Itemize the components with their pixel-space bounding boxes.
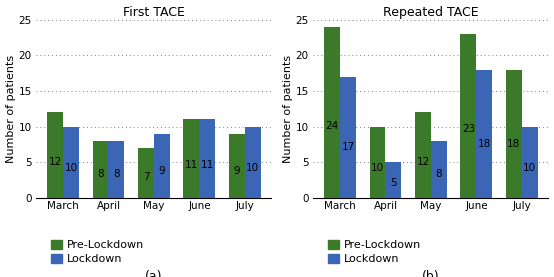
Text: (a): (a) <box>145 270 163 277</box>
Bar <box>431 141 447 198</box>
Bar <box>415 112 431 198</box>
Text: 10: 10 <box>64 163 78 173</box>
Bar <box>340 77 356 198</box>
Bar <box>47 112 63 198</box>
Bar <box>138 148 154 198</box>
Bar <box>229 134 245 198</box>
Text: 17: 17 <box>341 142 355 152</box>
Text: 8: 8 <box>97 169 104 179</box>
Bar <box>199 119 216 198</box>
Text: 24: 24 <box>325 121 338 131</box>
Y-axis label: Number of patients: Number of patients <box>6 55 16 163</box>
Bar <box>370 127 386 198</box>
Text: 12: 12 <box>48 157 61 167</box>
Text: 11: 11 <box>201 160 214 170</box>
Text: 7: 7 <box>143 172 149 182</box>
Bar <box>245 127 261 198</box>
Text: 8: 8 <box>435 169 442 179</box>
Text: 18: 18 <box>507 139 521 149</box>
Bar <box>109 141 125 198</box>
Text: 23: 23 <box>462 124 475 134</box>
Text: 11: 11 <box>185 160 198 170</box>
Bar <box>154 134 170 198</box>
Bar <box>63 127 79 198</box>
Bar <box>476 70 493 198</box>
Bar <box>93 141 109 198</box>
Text: 5: 5 <box>390 178 397 188</box>
Text: 8: 8 <box>113 169 120 179</box>
Bar <box>460 34 476 198</box>
Title: Repeated TACE: Repeated TACE <box>383 6 479 19</box>
Text: 10: 10 <box>371 163 384 173</box>
Text: 10: 10 <box>523 163 536 173</box>
Bar <box>522 127 538 198</box>
Legend: Pre-Lockdown, Lockdown: Pre-Lockdown, Lockdown <box>324 235 425 268</box>
Title: First TACE: First TACE <box>123 6 185 19</box>
Text: 9: 9 <box>158 166 165 176</box>
Text: 18: 18 <box>478 139 491 149</box>
Bar <box>506 70 522 198</box>
Bar <box>386 162 402 198</box>
Text: 10: 10 <box>246 163 259 173</box>
Bar <box>324 27 340 198</box>
Bar <box>183 119 199 198</box>
Text: 9: 9 <box>234 166 240 176</box>
Y-axis label: Number of patients: Number of patients <box>283 55 293 163</box>
Text: 12: 12 <box>417 157 429 167</box>
Text: (b): (b) <box>422 270 440 277</box>
Legend: Pre-Lockdown, Lockdown: Pre-Lockdown, Lockdown <box>47 235 148 268</box>
